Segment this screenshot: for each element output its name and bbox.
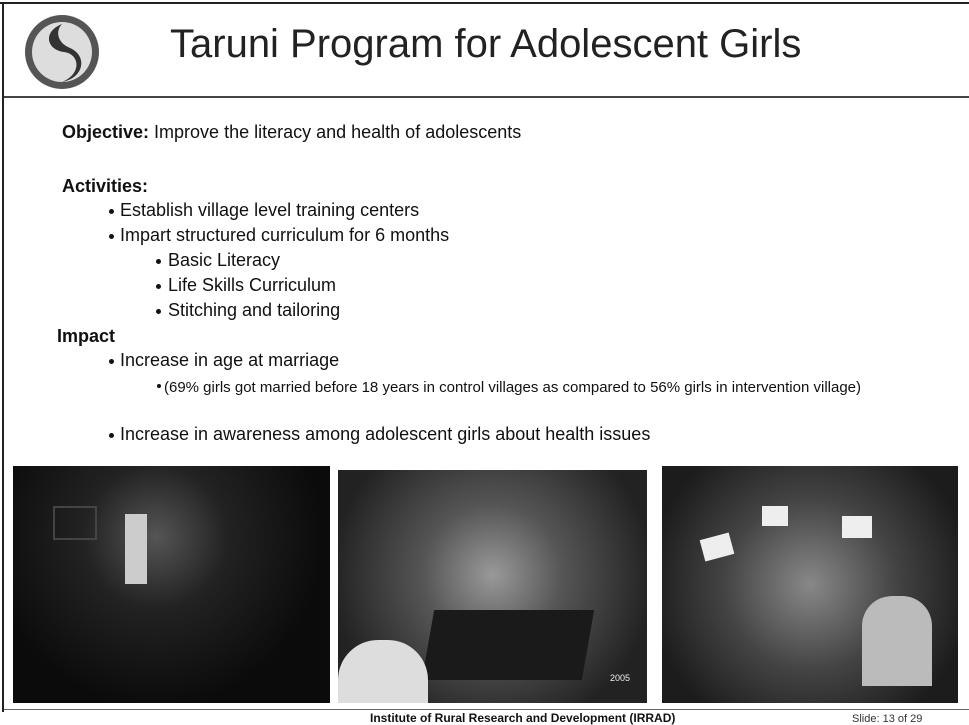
objective: Objective: Improve the literacy and heal… — [62, 122, 521, 143]
photo: 2005 — [338, 470, 647, 703]
logo — [22, 12, 102, 92]
window — [125, 514, 147, 584]
left-border — [2, 2, 4, 712]
activity-item: Impart structured curriculum for 6 month… — [120, 225, 449, 246]
impact-item: Increase in awareness among adolescent g… — [120, 424, 650, 445]
top-border — [0, 2, 969, 4]
impact-item: Increase in age at marriage — [120, 350, 339, 371]
photo — [13, 466, 330, 703]
activity-subitem: Life Skills Curriculum — [168, 275, 336, 296]
objective-label: Objective: — [62, 122, 149, 142]
figure — [862, 596, 932, 686]
title: Taruni Program for Adolescent Girls — [170, 22, 801, 67]
bullet — [109, 209, 114, 214]
paper — [842, 516, 872, 538]
bullet — [157, 384, 161, 388]
footer-institute: Institute of Rural Research and Developm… — [370, 711, 675, 725]
frame — [53, 506, 97, 540]
bullet — [156, 309, 161, 314]
bullet — [109, 234, 114, 239]
machine — [422, 610, 594, 680]
activities-label: Activities: — [62, 176, 148, 197]
figure — [338, 640, 428, 703]
footer-rule — [4, 709, 969, 710]
bullet — [156, 259, 161, 264]
bullet — [156, 284, 161, 289]
paper — [762, 506, 788, 526]
impact-label: Impact — [57, 326, 115, 347]
bullet — [109, 433, 114, 438]
activity-item: Establish village level training centers — [120, 200, 419, 221]
slide: Taruni Program for Adolescent Girls Obje… — [0, 0, 969, 725]
bullet — [109, 359, 114, 364]
photo-stamp: 2005 — [610, 673, 630, 683]
header-rule — [4, 96, 969, 98]
slide-number: Slide: 13 of 29 — [852, 713, 922, 725]
activity-subitem: Stitching and tailoring — [168, 300, 340, 321]
activity-subitem: Basic Literacy — [168, 250, 280, 271]
impact-note: (69% girls got married before 18 years i… — [164, 377, 864, 398]
objective-text: Improve the literacy and health of adole… — [154, 122, 521, 142]
photo — [662, 466, 958, 703]
paper — [700, 532, 735, 561]
